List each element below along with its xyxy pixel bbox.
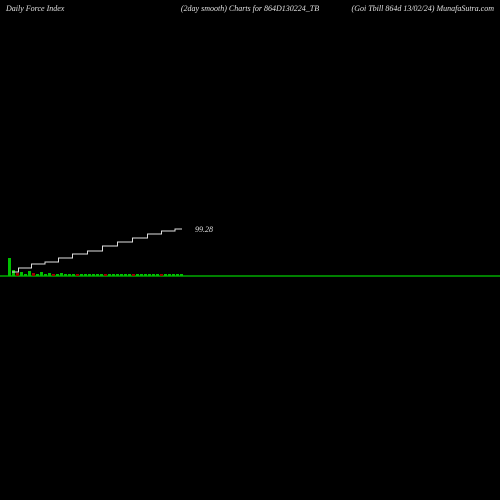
volume-bar	[40, 272, 43, 276]
volume-bar	[48, 273, 51, 276]
volume-bar	[176, 274, 179, 276]
volume-bar	[68, 274, 71, 276]
volume-bar	[80, 274, 83, 276]
volume-bar	[164, 274, 167, 276]
volume-bar	[104, 274, 107, 276]
volume-bar	[112, 274, 115, 276]
volume-bar	[64, 274, 67, 276]
volume-bar	[60, 273, 63, 276]
volume-bar	[12, 270, 15, 276]
volume-bar	[88, 274, 91, 276]
volume-bar	[56, 274, 59, 276]
volume-bar	[96, 274, 99, 276]
volume-bar	[140, 274, 143, 276]
header-right-label: (Goi Tbill 864d 13/02/24) MunafaSutra.co…	[352, 4, 494, 13]
volume-bar	[152, 274, 155, 276]
volume-bar	[44, 274, 47, 276]
chart-area: 99.28	[0, 16, 500, 500]
volume-bar	[124, 274, 127, 276]
volume-bar	[28, 271, 31, 276]
volume-bar	[172, 274, 175, 276]
volume-bar	[20, 272, 23, 276]
volume-bar	[160, 274, 163, 276]
chart-header: Daily Force Index (2day smooth) Charts f…	[0, 4, 500, 16]
price-label: 99.28	[195, 225, 213, 234]
volume-bar	[100, 274, 103, 276]
volume-bar	[156, 274, 159, 276]
volume-bar	[180, 274, 183, 276]
volume-bar	[24, 274, 27, 276]
volume-bar	[136, 274, 139, 276]
volume-bar	[72, 274, 75, 276]
volume-bar	[120, 274, 123, 276]
volume-bar	[36, 274, 39, 276]
volume-bar	[168, 274, 171, 276]
volume-bar	[128, 274, 131, 276]
volume-bar	[92, 274, 95, 276]
volume-bar	[116, 274, 119, 276]
force-index-chart: 99.28	[0, 16, 500, 500]
volume-bar	[148, 274, 151, 276]
volume-bar	[132, 274, 135, 276]
volume-bar	[108, 274, 111, 276]
volume-bar	[84, 274, 87, 276]
volume-bar	[8, 258, 11, 276]
volume-bar	[16, 273, 19, 276]
header-center-label: (2day smooth) Charts for 864D130224_TB	[181, 4, 319, 13]
header-left-label: Daily Force Index	[6, 4, 64, 13]
volume-bar	[52, 274, 55, 276]
volume-bar	[32, 273, 35, 276]
volume-bar	[76, 274, 79, 276]
volume-bar	[144, 274, 147, 276]
